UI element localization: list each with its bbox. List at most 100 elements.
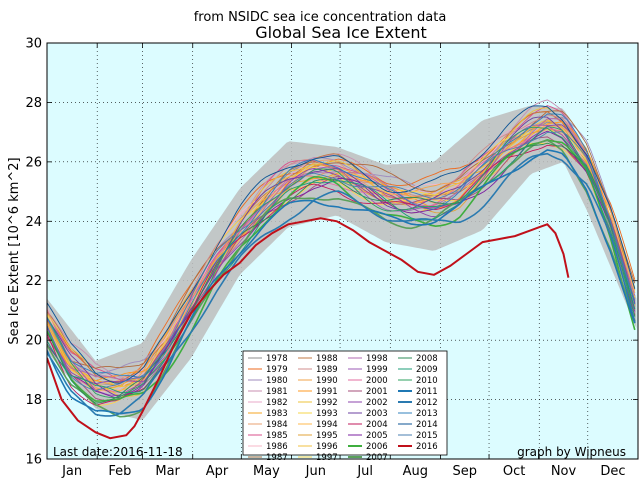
legend-label: 1996 (316, 442, 338, 452)
legend-label: 1997 (316, 453, 338, 463)
legend-item-2003: 2003 (348, 409, 388, 419)
legend-item-1992: 1992 (298, 398, 338, 408)
x-tick-label: Oct (503, 464, 525, 479)
x-tick-label: Nov (551, 464, 577, 479)
legend-label: 2014 (416, 420, 438, 430)
legend-item-1991: 1991 (298, 387, 338, 397)
legend-label: 2005 (366, 431, 388, 441)
legend-label: 2003 (366, 409, 388, 419)
legend-item-2010: 2010 (398, 376, 438, 386)
legend-label: 2007 (366, 453, 388, 463)
legend-item-1981: 1981 (248, 387, 288, 397)
legend-item-2011: 2011 (398, 387, 438, 397)
legend: 1978197919801981198219831984198519861987… (248, 354, 438, 463)
y-tick-label: 24 (25, 215, 42, 230)
legend-item-1998: 1998 (348, 354, 388, 364)
series-line-2015 (47, 131, 636, 392)
legend-label: 1987 (266, 453, 288, 463)
legend-item-2005: 2005 (348, 431, 388, 441)
legend-label: 2015 (416, 431, 438, 441)
legend-label: 1991 (316, 387, 338, 397)
series-line-2016 (47, 217, 570, 440)
y-tick-label: 30 (25, 37, 42, 52)
legend-item-2014: 2014 (398, 420, 438, 430)
legend-item-1978: 1978 (248, 354, 288, 364)
series-line-2005 (47, 130, 636, 399)
legend-label: 1990 (316, 376, 338, 386)
series-line-2010 (47, 126, 636, 399)
legend-item-2015: 2015 (398, 431, 438, 441)
legend-item-2000: 2000 (348, 376, 388, 386)
legend-item-2016: 2016 (398, 442, 438, 452)
x-tick-label: Aug (403, 464, 428, 479)
credit-label: graph by Wipneus (517, 445, 626, 459)
legend-label: 2006 (366, 442, 388, 452)
legend-item-2006: 2006 (348, 442, 388, 452)
legend-item-2012: 2012 (398, 398, 438, 408)
legend-label: 1980 (266, 376, 288, 386)
x-tick-label: Feb (108, 464, 131, 479)
legend-item-1997: 1997 (298, 453, 338, 463)
legend-item-1993: 1993 (298, 409, 338, 419)
legend-label: 1979 (266, 365, 288, 375)
legend-label: 1988 (316, 354, 338, 364)
legend-label: 1999 (366, 365, 388, 375)
legend-label: 2004 (366, 420, 388, 430)
series-line-1990 (47, 124, 636, 393)
legend-label: 2011 (416, 387, 438, 397)
legend-item-2007: 2007 (348, 453, 388, 463)
legend-label: 1984 (266, 420, 288, 430)
series-line-1998 (47, 118, 636, 380)
legend-item-1989: 1989 (298, 365, 338, 375)
legend-box (242, 350, 448, 456)
x-tick-label: Apr (206, 464, 229, 479)
x-tick-label: Sep (452, 464, 477, 479)
legend-item-1990: 1990 (298, 376, 338, 386)
y-tick-label: 28 (25, 96, 42, 111)
legend-item-2001: 2001 (348, 387, 388, 397)
series-line-2004 (47, 144, 636, 406)
legend-label: 1985 (266, 431, 288, 441)
legend-label: 1989 (316, 365, 338, 375)
legend-item-1985: 1985 (248, 431, 288, 441)
y-axis-label: Sea Ice Extent [10^6 km^2] (7, 157, 22, 344)
legend-label: 2013 (416, 409, 438, 419)
y-tick-label: 26 (25, 155, 42, 170)
legend-item-1980: 1980 (248, 376, 288, 386)
legend-item-2004: 2004 (348, 420, 388, 430)
legend-item-1987: 1987 (248, 453, 288, 463)
chart-subtitle: from NSIDC sea ice concentration data (194, 10, 447, 25)
legend-item-1996: 1996 (298, 442, 338, 452)
legend-label: 1978 (266, 354, 288, 364)
legend-label: 1993 (316, 409, 338, 419)
legend-item-2008: 2008 (398, 354, 438, 364)
legend-item-1988: 1988 (298, 354, 338, 364)
plot-area (47, 99, 637, 440)
legend-item-1979: 1979 (248, 365, 288, 375)
series-line-2013 (47, 113, 636, 378)
series-line-2012 (47, 152, 636, 417)
legend-label: 1981 (266, 387, 288, 397)
legend-label: 1995 (316, 431, 338, 441)
y-axis-ticks: 16 18 20 22 24 26 28 30 (25, 37, 638, 468)
legend-item-1983: 1983 (248, 409, 288, 419)
spread-band (47, 105, 637, 420)
legend-label: 2001 (366, 387, 388, 397)
legend-item-2013: 2013 (398, 409, 438, 419)
legend-label: 2009 (416, 365, 438, 375)
legend-label: 1998 (366, 354, 388, 364)
x-tick-label: Dec (600, 464, 625, 479)
legend-item-1994: 1994 (298, 420, 338, 430)
legend-label: 1982 (266, 398, 288, 408)
x-tick-label: Jul (356, 464, 373, 479)
x-tick-label: Jun (305, 464, 326, 479)
legend-label: 2010 (416, 376, 438, 386)
legend-item-1984: 1984 (248, 420, 288, 430)
legend-label: 2000 (366, 376, 388, 386)
legend-label: 2008 (416, 354, 438, 364)
legend-label: 2002 (366, 398, 388, 408)
legend-item-2009: 2009 (398, 365, 438, 375)
y-tick-label: 20 (25, 334, 42, 349)
legend-label: 1994 (316, 420, 338, 430)
